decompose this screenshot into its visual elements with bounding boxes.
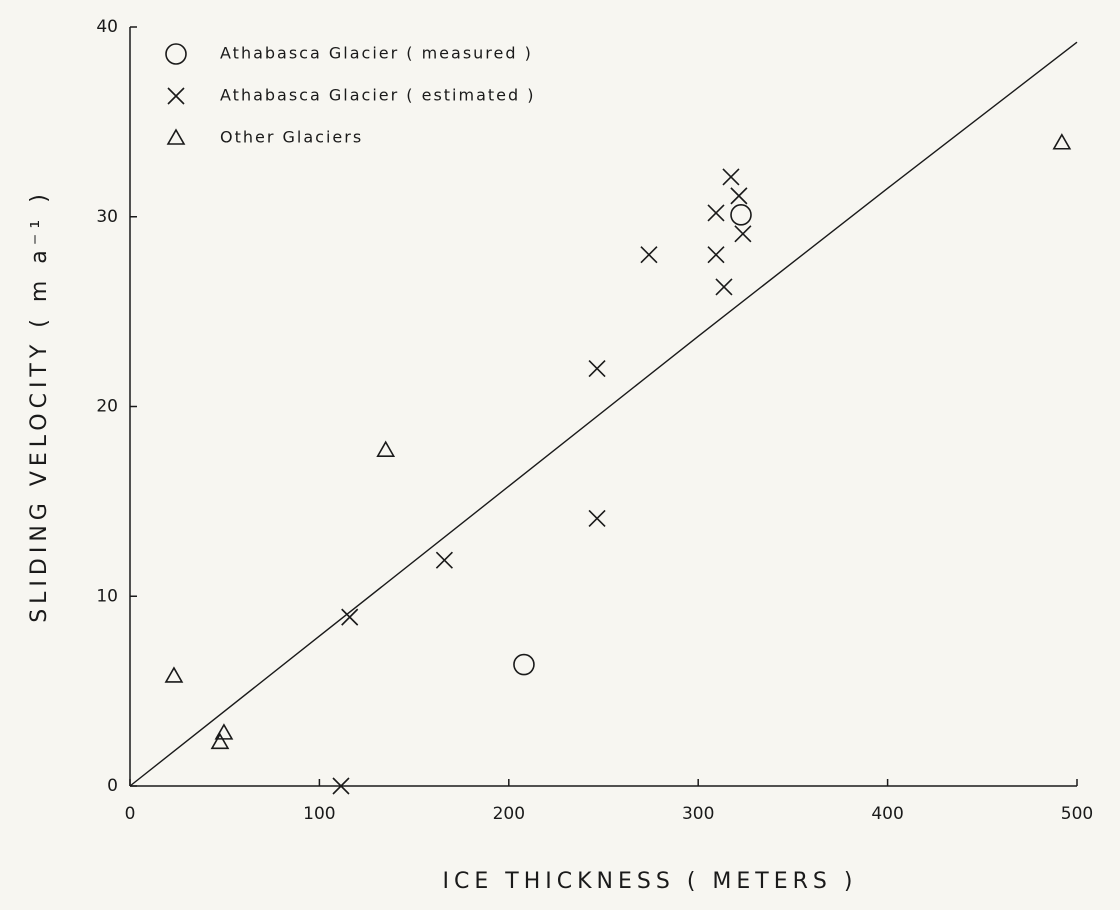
point-circle (513, 653, 535, 676)
y-tick-label: 20 (96, 397, 118, 417)
fit-line (129, 41, 1078, 787)
point-cross (707, 204, 725, 222)
x-tick-label: 100 (303, 804, 335, 824)
x-tick-label: 300 (682, 804, 714, 824)
point-triangle (164, 666, 184, 683)
point-circle (730, 204, 752, 226)
legend-label: Athabasca Glacier ( estimated ) (220, 86, 535, 105)
point-triangle (1052, 133, 1072, 150)
y-tick-label: 40 (96, 17, 118, 37)
x-tick-label: 500 (1061, 804, 1093, 824)
point-cross (707, 246, 725, 264)
x-tick-label: 0 (125, 804, 136, 824)
x-axis-title: ICE THICKNESS ( METERS ) (443, 869, 858, 894)
y-tick-label: 0 (107, 776, 118, 796)
legend-symbol (167, 87, 185, 105)
point-cross (640, 246, 658, 264)
x-tick-label: 200 (493, 804, 525, 824)
legend-label: Other Glaciers (220, 128, 363, 147)
x-tick-label: 400 (871, 804, 903, 824)
y-tick-label: 10 (96, 586, 118, 606)
point-triangle (376, 440, 396, 457)
point-cross (332, 777, 350, 795)
point-cross (588, 359, 606, 378)
point-cross (435, 551, 453, 569)
point-cross (734, 225, 752, 243)
point-cross (715, 278, 733, 296)
point-cross (730, 187, 748, 205)
point-cross (341, 608, 359, 626)
y-axis-title: SLIDING VELOCITY ( m a⁻¹ ) (27, 189, 52, 623)
legend-symbol (165, 43, 187, 65)
y-tick-label: 30 (96, 207, 118, 227)
legend-symbol (166, 128, 186, 145)
point-triangle (210, 732, 230, 750)
point-triangle (214, 723, 234, 740)
legend-label: Athabasca Glacier ( measured ) (220, 44, 533, 63)
point-cross (722, 168, 740, 186)
point-cross (588, 509, 606, 528)
